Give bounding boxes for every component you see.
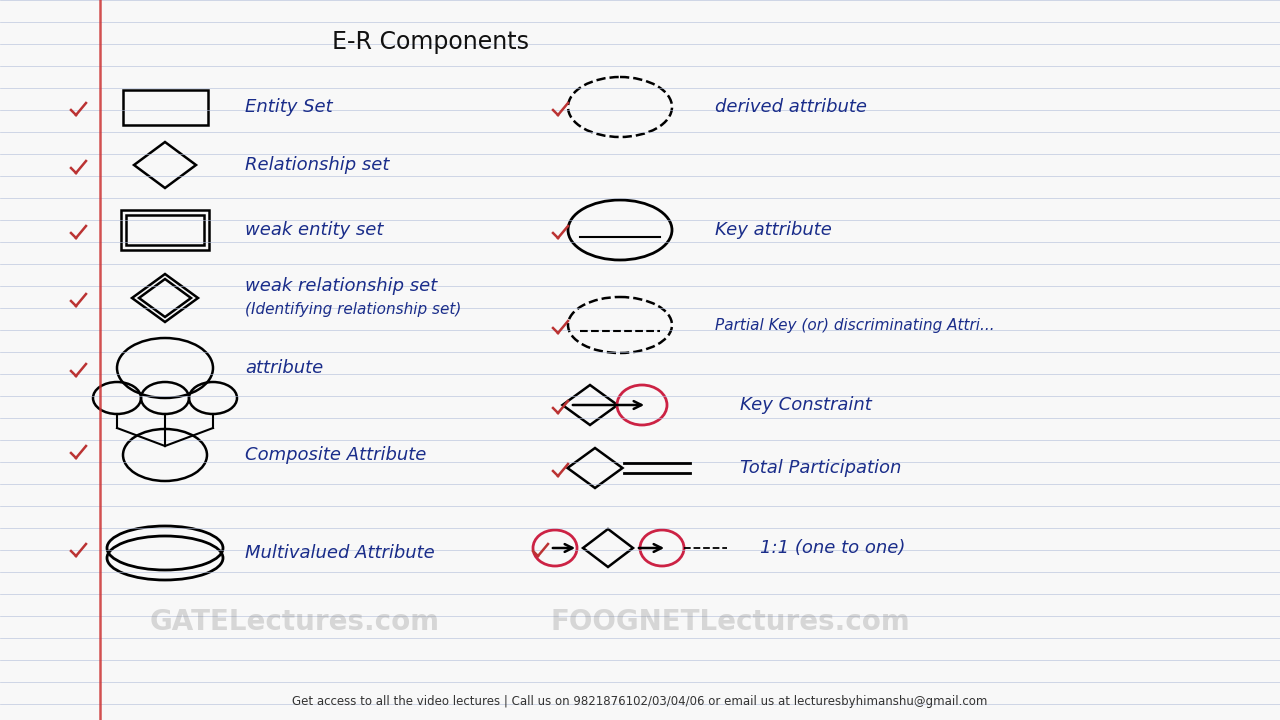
Text: FOOGNETLectures.com: FOOGNETLectures.com [550, 608, 910, 636]
Text: Get access to all the video lectures | Call us on 9821876102/03/04/06 or email u: Get access to all the video lectures | C… [292, 696, 988, 708]
Bar [122, 210, 209, 250]
Text: Total Participation: Total Participation [740, 459, 901, 477]
Text: derived attribute: derived attribute [716, 98, 867, 116]
Text: Relationship set: Relationship set [244, 156, 389, 174]
Text: attribute: attribute [244, 359, 324, 377]
Text: Multivalued Attribute: Multivalued Attribute [244, 544, 435, 562]
Text: Key Constraint: Key Constraint [740, 396, 872, 414]
Text: Partial Key (or) discriminating Attri...: Partial Key (or) discriminating Attri... [716, 318, 995, 333]
Text: weak relationship set: weak relationship set [244, 277, 438, 295]
Bar [125, 215, 204, 245]
Text: GATELectures.com: GATELectures.com [150, 608, 440, 636]
Text: E-R Components: E-R Components [332, 30, 529, 54]
Text: Composite Attribute: Composite Attribute [244, 446, 426, 464]
Text: weak entity set: weak entity set [244, 221, 384, 239]
Text: Entity Set: Entity Set [244, 98, 333, 116]
Text: 1:1 (one to one): 1:1 (one to one) [760, 539, 905, 557]
Bar [123, 89, 207, 125]
Text: (Identifying relationship set): (Identifying relationship set) [244, 302, 461, 317]
Text: Key attribute: Key attribute [716, 221, 832, 239]
